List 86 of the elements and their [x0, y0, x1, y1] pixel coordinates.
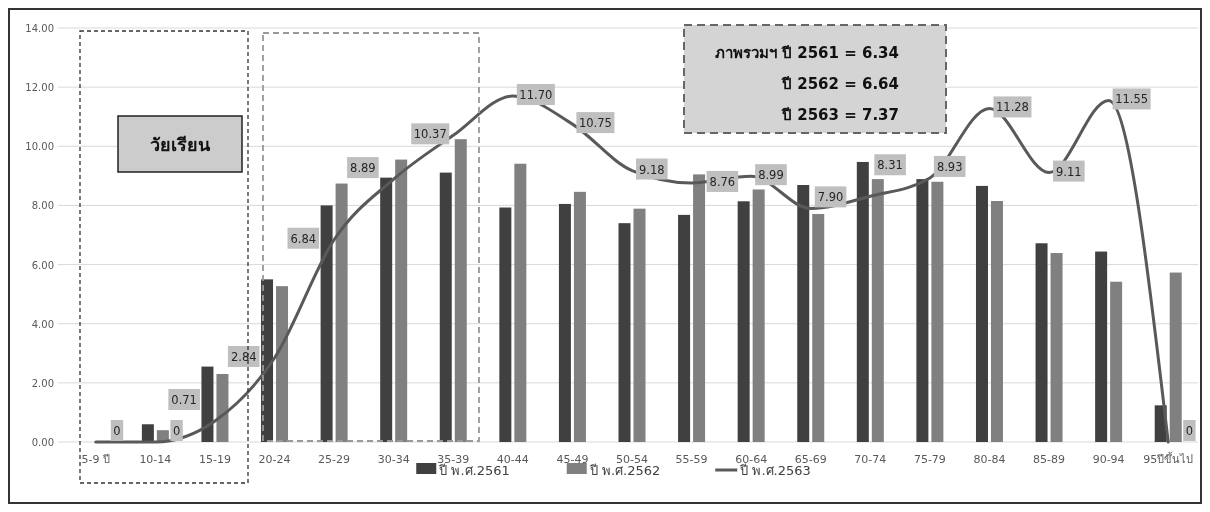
legend-label: ปี พ.ศ.2561 — [438, 463, 510, 478]
bar — [380, 177, 393, 442]
annotation: ปี 2562 = 6.64 — [781, 75, 899, 93]
data-label: 2.84 — [230, 350, 257, 365]
bar — [618, 223, 631, 442]
x-tick-label: 80-84 — [973, 453, 1006, 466]
x-tick-label: 90-94 — [1092, 453, 1125, 466]
y-tick-label: 0.00 — [31, 437, 54, 448]
data-label: 10.75 — [578, 116, 612, 131]
legend-label: ปี พ.ศ.2563 — [739, 463, 811, 478]
data-label: 8.99 — [758, 168, 784, 183]
x-tick-label: 95ปีขึ้นไป — [1143, 451, 1194, 466]
data-label: 8.31 — [877, 158, 903, 173]
bar — [812, 214, 825, 442]
data-label: 11.55 — [1115, 92, 1149, 107]
bar — [975, 185, 988, 442]
x-tick-label: 50-54 — [616, 453, 648, 466]
bar — [573, 191, 586, 442]
x-tick-label: 10-14 — [139, 453, 172, 466]
bar — [395, 159, 408, 442]
bar — [276, 286, 289, 442]
y-tick-label: 4.00 — [31, 318, 54, 330]
y-tick-label: 2.00 — [31, 377, 54, 389]
annotation: ปี 2563 = 7.37 — [781, 106, 899, 124]
data-label: 8.93 — [936, 159, 963, 174]
bar — [320, 205, 333, 442]
bar — [737, 201, 750, 442]
annotation: วัยเรียน — [150, 134, 211, 155]
annotation: ภาพรวมฯ ปี 2561 = 6.34 — [714, 44, 899, 62]
data-label: 10.37 — [413, 127, 447, 142]
data-label: 9.11 — [1056, 164, 1082, 179]
data-label: 7.90 — [817, 190, 844, 205]
data-label: 0 — [113, 424, 121, 438]
bar — [633, 208, 646, 442]
data-label: 8.76 — [709, 174, 736, 189]
bar — [141, 424, 154, 442]
data-label: 0 — [1185, 424, 1194, 438]
bar — [797, 185, 810, 442]
x-tick-label: 75-79 — [913, 453, 946, 466]
data-label: 0.71 — [171, 393, 197, 407]
data-label: 9.18 — [639, 162, 665, 177]
bar — [558, 203, 571, 442]
bar — [916, 179, 929, 442]
bar — [335, 183, 348, 442]
x-tick-label: 20-24 — [258, 453, 291, 466]
bar — [1095, 251, 1108, 442]
bar — [752, 189, 765, 442]
data-label: 6.84 — [290, 231, 317, 246]
data-label: 11.28 — [996, 100, 1029, 115]
y-tick-label: 14.00 — [25, 23, 54, 34]
x-tick-label: 45-49 — [556, 453, 589, 466]
y-tick-label: 12.00 — [25, 82, 54, 94]
x-tick-label: 70-74 — [854, 453, 887, 466]
bar — [216, 373, 229, 442]
x-tick-label: 25-29 — [318, 453, 351, 466]
legend-label: ปี พ.ศ.2562 — [588, 463, 661, 478]
bar — [454, 139, 467, 442]
bar — [871, 179, 884, 442]
bar — [931, 181, 944, 442]
y-tick-label: 10.00 — [25, 141, 54, 153]
data-label: 8.89 — [350, 161, 376, 176]
bar — [499, 207, 512, 442]
text-box: วัยเรียน — [117, 115, 243, 173]
bar — [514, 163, 527, 442]
data-label: 11.70 — [519, 88, 553, 103]
bar — [1110, 281, 1123, 442]
text-box: ภาพรวมฯ ปี 2561 = 6.34 ปี 2562 = 6.64 ปี 2563 = 7.37 — [683, 24, 947, 134]
bar — [1050, 253, 1063, 442]
y-tick-label: 8.00 — [31, 200, 54, 212]
bar — [990, 200, 1003, 442]
x-tick-label: 65-69 — [794, 453, 827, 466]
bar — [856, 161, 869, 442]
x-tick-label: 15-19 — [198, 453, 231, 466]
x-tick-label: 55-59 — [675, 453, 708, 466]
x-tick-label: 40-44 — [496, 453, 529, 466]
x-tick-label: 85-89 — [1033, 453, 1066, 466]
bar — [678, 214, 691, 442]
y-tick-label: 6.00 — [31, 259, 54, 271]
bar — [201, 366, 214, 442]
bar — [1169, 272, 1182, 442]
x-tick-label: 5-9 ปี — [81, 453, 111, 466]
bar — [693, 174, 706, 442]
bar — [1035, 243, 1048, 442]
x-tick-label: 30-34 — [377, 453, 410, 466]
data-label: 0 — [172, 424, 181, 438]
bar — [439, 172, 452, 442]
